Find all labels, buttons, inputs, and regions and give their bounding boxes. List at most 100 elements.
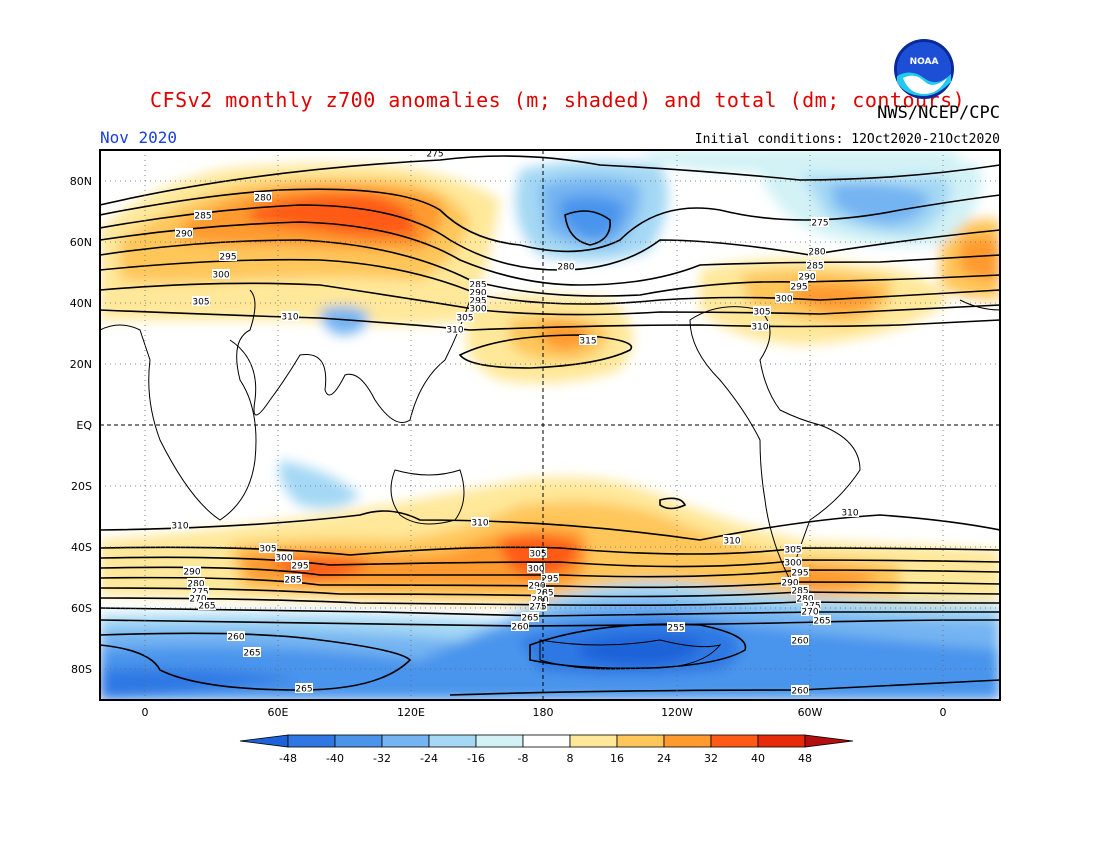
- contour-label: 260: [791, 635, 809, 647]
- contour-label: 305: [753, 306, 771, 318]
- noaa-logo: NOAA: [894, 39, 954, 99]
- svg-text:300: 300: [469, 305, 486, 315]
- colorbar-swatch: [334, 734, 383, 748]
- svg-text:280: 280: [796, 595, 813, 605]
- contour-label: 280: [808, 246, 826, 258]
- svg-text:300: 300: [784, 559, 801, 569]
- colorbar-label: -16: [467, 752, 485, 765]
- svg-text:295: 295: [291, 562, 308, 572]
- svg-text:295: 295: [791, 569, 808, 579]
- svg-text:275: 275: [811, 219, 828, 229]
- lon-tick: 60W: [798, 706, 823, 719]
- svg-text:315: 315: [579, 337, 596, 347]
- svg-text:300: 300: [775, 295, 792, 305]
- svg-text:265: 265: [813, 617, 830, 627]
- contour-label: 285: [791, 585, 809, 597]
- lat-tick: 60N: [70, 236, 92, 249]
- contour-label: 275: [426, 148, 444, 160]
- contour-label: 275: [529, 601, 547, 613]
- svg-text:265: 265: [295, 685, 312, 695]
- svg-text:290: 290: [183, 568, 200, 578]
- contour-label: 310: [471, 517, 489, 529]
- contour-label: 300: [527, 563, 545, 575]
- svg-text:255: 255: [667, 624, 684, 634]
- colorbar-label: -48: [279, 752, 297, 765]
- coastlines: [100, 289, 1000, 670]
- svg-text:275: 275: [191, 588, 208, 598]
- contour-label: 295: [790, 281, 808, 293]
- contour-label: 305: [456, 312, 474, 324]
- svg-text:285: 285: [469, 281, 486, 291]
- svg-text:265: 265: [243, 649, 260, 659]
- colorbar-swatch: [381, 734, 430, 748]
- contour-label: 300: [775, 293, 793, 305]
- contour-label: 300: [212, 269, 230, 281]
- colorbar-label: -24: [420, 752, 438, 765]
- contour-label: 315: [579, 335, 597, 347]
- contour-label: 265: [198, 600, 216, 612]
- contour-label: 285: [536, 587, 554, 599]
- lon-tick: 180: [533, 706, 554, 719]
- contour-label: 280: [254, 192, 272, 204]
- svg-text:290: 290: [528, 582, 545, 592]
- colorbar-high-arrow: [804, 734, 854, 748]
- contour-label: 310: [723, 535, 741, 547]
- lon-tick: 120W: [661, 706, 693, 719]
- colorbar-swatch: [475, 734, 524, 748]
- svg-text:285: 285: [284, 576, 301, 586]
- svg-text:310: 310: [171, 522, 188, 532]
- colorbar-swatch: [616, 734, 665, 748]
- contour-label: 280: [187, 578, 205, 590]
- svg-text:300: 300: [275, 554, 292, 564]
- forecast-month: Nov 2020: [100, 128, 178, 147]
- svg-text:310: 310: [446, 326, 463, 336]
- contour-label: 305: [529, 548, 547, 560]
- svg-text:310: 310: [723, 537, 740, 547]
- colorbar-swatch: [757, 734, 806, 748]
- contour-label: 305: [192, 296, 210, 308]
- colorbar-swatch: [522, 734, 571, 748]
- contour-label: 270: [189, 593, 207, 605]
- contour-label: 295: [469, 295, 487, 307]
- svg-text:295: 295: [469, 297, 486, 307]
- colorbar-label: -8: [518, 752, 529, 765]
- contour-label: 300: [784, 557, 802, 569]
- lat-tick: 80S: [71, 663, 92, 676]
- contour-label: 280: [557, 261, 575, 273]
- colorbar-swatch: [428, 734, 477, 748]
- contour-label: 290: [528, 580, 546, 592]
- contour-label: 300: [275, 552, 293, 564]
- svg-text:305: 305: [192, 298, 209, 308]
- svg-text:280: 280: [531, 596, 548, 606]
- lat-tick: 40N: [70, 297, 92, 310]
- contour-label: 305: [784, 544, 802, 556]
- colorbar-label: 32: [704, 752, 718, 765]
- colorbar-label: 40: [751, 752, 765, 765]
- contour-label: 285: [284, 574, 302, 586]
- colorbar-low-arrow: [239, 734, 289, 748]
- colorbar: -48 -40 -32 -24 -16 -8 8 16 24 32 40 48: [239, 734, 854, 765]
- svg-text:NOAA: NOAA: [910, 57, 939, 67]
- contour-label: 295: [291, 560, 309, 572]
- svg-text:285: 285: [806, 262, 823, 272]
- svg-text:305: 305: [456, 314, 473, 324]
- contour-labels: 2752802852902953003053102852902953003053…: [171, 148, 859, 697]
- colorbar-label: -40: [326, 752, 344, 765]
- svg-text:305: 305: [529, 550, 546, 560]
- contour-label: 295: [791, 567, 809, 579]
- svg-text:290: 290: [469, 289, 486, 299]
- svg-text:310: 310: [281, 313, 298, 323]
- svg-text:270: 270: [189, 595, 206, 605]
- svg-text:275: 275: [529, 603, 546, 613]
- svg-text:265: 265: [198, 602, 215, 612]
- contour-label: 255: [667, 622, 685, 634]
- svg-text:280: 280: [254, 194, 271, 204]
- colorbar-label: 24: [657, 752, 671, 765]
- contour-label: 290: [781, 577, 799, 589]
- contour-label: 305: [259, 543, 277, 555]
- svg-text:295: 295: [219, 253, 236, 263]
- svg-text:310: 310: [841, 509, 858, 519]
- contour-label: 265: [243, 647, 261, 659]
- lat-tick: 40S: [71, 541, 92, 554]
- contour-label: 265: [295, 683, 313, 695]
